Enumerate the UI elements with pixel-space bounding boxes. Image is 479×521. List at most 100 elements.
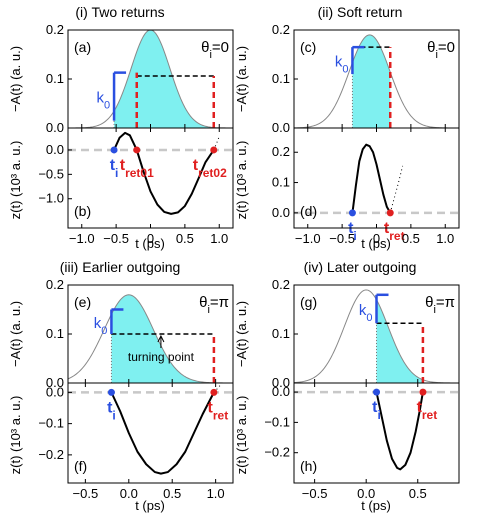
x-tick-label: −1.0 (295, 231, 321, 246)
y-tick-label: 0.2 (46, 277, 64, 292)
bottom-y-axis-label: z(t) (10³ a. u.) (8, 141, 23, 220)
x-axis-label: t (ps) (135, 498, 165, 513)
trajectory-extension (213, 136, 220, 151)
y-tick-label: −0.5 (38, 166, 64, 181)
x-axis-label: t (ps) (135, 236, 165, 251)
bottom-panel-letter: (f) (74, 458, 87, 474)
top-y-axis-label: −A(t) (a. u.) (234, 301, 249, 367)
trajectory-extension (389, 165, 404, 213)
y-tick-label: 0.0 (46, 384, 64, 399)
point-label-ti: ti (107, 399, 116, 422)
point-tret (419, 388, 427, 396)
y-tick-label: 0.1 (272, 71, 290, 86)
panel-letter: (c) (300, 39, 316, 55)
theta-label: θi=0 (427, 39, 455, 61)
x-tick-label: 0 (373, 231, 380, 246)
bottom-panel-frame (293, 382, 460, 484)
pulse-curve (67, 294, 234, 384)
x-tick-label: −0.5 (103, 231, 129, 246)
trajectory-curve (113, 131, 215, 215)
y-tick-label: −0.1 (264, 414, 290, 429)
x-axis-label: t (ps) (361, 236, 391, 251)
y-tick-label: 0.1 (272, 326, 290, 341)
y-tick-label: −0.2 (38, 447, 64, 462)
y-tick-label: 0.2 (272, 277, 290, 292)
top-y-axis-label: −A(t) (a. u.) (8, 301, 23, 367)
x-tick-label: 1.0 (207, 486, 225, 501)
bottom-panel-letter: (h) (300, 458, 317, 474)
bottom-y-axis-label: z(t) (10³ a. u.) (234, 141, 249, 220)
y-tick-label: 0.1 (272, 175, 290, 190)
panel-letter: (g) (300, 294, 317, 310)
y-tick-label: 0.2 (272, 22, 290, 37)
k0-label: k0 (335, 54, 349, 76)
theta-label: θi=π (425, 294, 455, 316)
trajectory-curve (110, 391, 215, 475)
point-tret (386, 209, 394, 217)
y-tick-label: 0.1 (46, 326, 64, 341)
x-tick-label: 0.0 (357, 486, 375, 501)
y-tick-label: 0.0 (272, 375, 290, 390)
shaded-area (111, 294, 214, 383)
k0-label: k0 (96, 90, 110, 112)
x-tick-label: 1.0 (436, 231, 454, 246)
y-tick-label: −0.1 (38, 416, 64, 431)
panel-title: (iv) Later outgoing (304, 259, 417, 275)
trajectory-curve (351, 143, 392, 214)
y-tick-label: 0.0 (272, 120, 290, 135)
turning-point-arrow-head (157, 334, 165, 343)
pulse-curve (293, 34, 460, 129)
panel-title: (i) Two returns (75, 4, 164, 20)
point-tret01 (133, 146, 141, 154)
shaded-area (352, 34, 391, 128)
y-tick-label: −1.0 (38, 191, 64, 206)
y-tick-label: 0.0 (46, 375, 64, 390)
y-tick-label: 0.0 (272, 384, 290, 399)
turning-point-label: turning point (128, 350, 195, 364)
point-ti (373, 388, 380, 396)
point-tret02 (210, 146, 218, 154)
point-label-tret: tret (417, 399, 438, 422)
y-tick-label: 0.0 (46, 120, 64, 135)
top-y-axis-label: −A(t) (a. u.) (234, 46, 249, 112)
x-tick-label: 0.5 (409, 486, 427, 501)
y-tick-label: 0.0 (272, 205, 290, 220)
panel-title: (iii) Earlier outgoing (60, 259, 181, 275)
trajectory-extension (213, 384, 222, 393)
point-ti (110, 146, 118, 154)
x-tick-label: 0.5 (163, 486, 181, 501)
x-tick-label: 1.0 (210, 231, 228, 246)
shaded-area (376, 299, 423, 383)
y-tick-label: 0.2 (46, 22, 64, 37)
point-label-ti: ti (372, 399, 381, 422)
bottom-panel-letter: (b) (74, 203, 91, 219)
x-tick-label: −0.5 (73, 486, 99, 501)
x-axis-label: t (ps) (361, 498, 391, 513)
point-label-tret01: tret01 (120, 157, 154, 180)
shaded-area (114, 30, 214, 128)
x-tick-label: 0.0 (120, 486, 138, 501)
y-tick-label: 0.1 (46, 71, 64, 86)
bottom-panel-frame (67, 382, 234, 484)
theta-label: θi=π (199, 294, 229, 316)
y-tick-label: 0.0 (46, 142, 64, 157)
bottom-y-axis-label: z(t) (10³ a. u.) (8, 396, 23, 475)
x-tick-label: −1.0 (69, 231, 95, 246)
point-label-tret: tret (208, 399, 229, 422)
k0-label: k0 (94, 315, 108, 337)
point-ti (348, 209, 356, 217)
y-tick-label: −0.2 (264, 445, 290, 460)
point-label-tret02: tret02 (193, 157, 227, 180)
k0-label: k0 (359, 302, 373, 324)
x-tick-label: 0 (147, 231, 154, 246)
point-tret (210, 388, 218, 396)
panel-title: (ii) Soft return (318, 4, 403, 20)
y-tick-label: 0.2 (272, 144, 290, 159)
x-tick-label: 0.5 (402, 231, 420, 246)
trajectory-curve (375, 391, 424, 471)
x-tick-label: 0.5 (176, 231, 194, 246)
panel-letter: (a) (74, 39, 91, 55)
x-tick-label: −0.5 (302, 486, 328, 501)
bottom-y-axis-label: z(t) (10³ a. u.) (234, 396, 249, 475)
